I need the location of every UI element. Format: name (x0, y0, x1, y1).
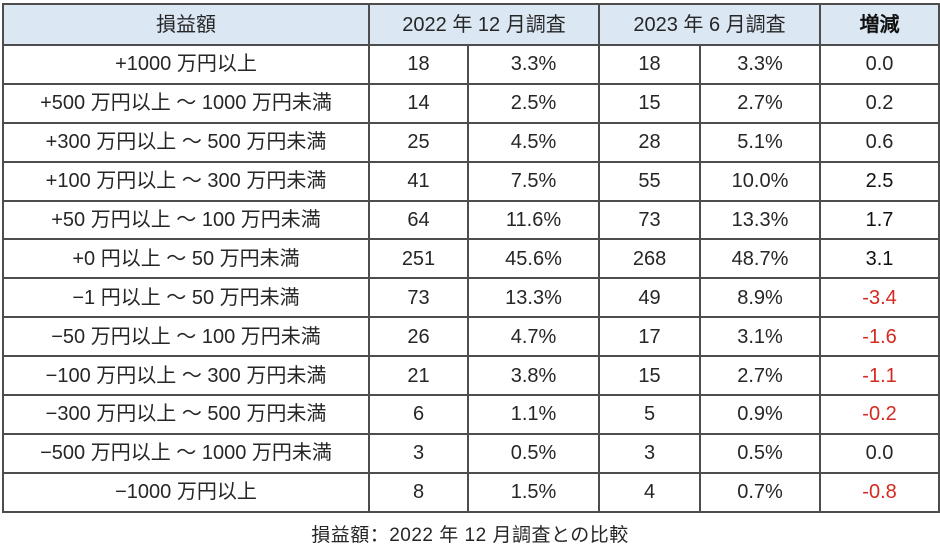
table-row: +1000 万円以上 18 3.3% 18 3.3% 0.0 (2, 44, 940, 85)
cell-change: -0.8 (819, 471, 940, 513)
cell-pct-2022: 2.5% (466, 82, 601, 124)
table-row: +0 円以上 ～ 50 万円未満 251 45.6% 268 48.7% 3.1 (2, 238, 940, 280)
cell-pct-2022: 4.5% (466, 121, 601, 163)
cell-pct-2022: 7.5% (466, 160, 601, 202)
table-row: −300 万円以上 ～ 500 万円未満 6 1.1% 5 0.9% -0.2 (2, 394, 940, 435)
cell-count-2023: 268 (598, 238, 702, 280)
cell-amount-range: −500 万円以上 ～ 1000 万円未満 (2, 432, 370, 474)
column-header-amount: 損益額 (2, 3, 370, 46)
table-row: +500 万円以上 ～ 1000 万円未満 14 2.5% 15 2.7% 0.2 (2, 82, 940, 124)
cell-pct-2023: 0.5% (699, 432, 822, 474)
cell-count-2022: 8 (368, 471, 469, 513)
cell-count-2022: 251 (368, 238, 469, 280)
cell-pct-2023: 3.1% (699, 316, 822, 358)
cell-pct-2022: 0.5% (466, 432, 601, 474)
cell-count-2022: 41 (368, 160, 469, 202)
cell-amount-range: −50 万円以上 ～ 100 万円未満 (2, 316, 370, 358)
cell-pct-2023: 0.7% (699, 471, 822, 513)
cell-change: -0.2 (819, 394, 940, 435)
cell-count-2023: 73 (598, 199, 702, 241)
cell-change: -1.1 (819, 355, 940, 397)
cell-amount-range: +500 万円以上 ～ 1000 万円未満 (2, 82, 370, 124)
cell-count-2022: 26 (368, 316, 469, 358)
cell-change: 0.0 (819, 432, 940, 474)
cell-amount-range: +300 万円以上 ～ 500 万円未満 (2, 121, 370, 163)
cell-pct-2023: 8.9% (699, 277, 822, 319)
cell-amount-range: +50 万円以上 ～ 100 万円未満 (2, 199, 370, 241)
cell-pct-2023: 10.0% (699, 160, 822, 202)
cell-count-2023: 55 (598, 160, 702, 202)
cell-count-2022: 18 (368, 44, 469, 85)
cell-count-2023: 4 (598, 471, 702, 513)
cell-count-2023: 18 (598, 44, 702, 85)
cell-pct-2023: 2.7% (699, 355, 822, 397)
cell-change: 2.5 (819, 160, 940, 202)
cell-count-2023: 15 (598, 355, 702, 397)
cell-change: 0.2 (819, 82, 940, 124)
cell-count-2022: 73 (368, 277, 469, 319)
cell-pct-2023: 5.1% (699, 121, 822, 163)
cell-count-2023: 17 (598, 316, 702, 358)
cell-pct-2023: 2.7% (699, 82, 822, 124)
cell-amount-range: −100 万円以上 ～ 300 万円未満 (2, 355, 370, 397)
table-row: −500 万円以上 ～ 1000 万円未満 3 0.5% 3 0.5% 0.0 (2, 432, 940, 474)
column-header-survey-2022: 2022 年 12 月調査 (367, 3, 601, 46)
cell-pct-2023: 0.9% (699, 394, 822, 435)
table-row: +300 万円以上 ～ 500 万円未満 25 4.5% 28 5.1% 0.6 (2, 121, 940, 163)
cell-pct-2023: 13.3% (699, 199, 822, 241)
cell-count-2022: 21 (368, 355, 469, 397)
cell-pct-2022: 11.6% (466, 199, 601, 241)
cell-count-2022: 6 (368, 394, 469, 435)
cell-change: -1.6 (819, 316, 940, 358)
table-header-row: 損益額 2022 年 12 月調査 2023 年 6 月調査 増減 (2, 3, 940, 46)
cell-change: -3.4 (819, 277, 940, 319)
cell-pct-2022: 45.6% (466, 238, 601, 280)
cell-amount-range: −1 円以上 ～ 50 万円未満 (2, 277, 370, 319)
cell-pct-2022: 1.1% (466, 394, 601, 435)
table-row: −1 円以上 ～ 50 万円未満 73 13.3% 49 8.9% -3.4 (2, 277, 940, 319)
column-header-survey-2023: 2023 年 6 月調査 (598, 3, 822, 46)
cell-pct-2022: 3.8% (466, 355, 601, 397)
cell-count-2023: 5 (598, 394, 702, 435)
cell-pct-2022: 13.3% (466, 277, 601, 319)
cell-count-2023: 49 (598, 277, 702, 319)
cell-change: 0.6 (819, 121, 940, 163)
cell-amount-range: +100 万円以上 ～ 300 万円未満 (2, 160, 370, 202)
cell-count-2023: 3 (598, 432, 702, 474)
cell-change: 0.0 (819, 44, 940, 85)
cell-change: 1.7 (819, 199, 940, 241)
cell-amount-range: −300 万円以上 ～ 500 万円未満 (2, 394, 370, 435)
table-row: −50 万円以上 ～ 100 万円未満 26 4.7% 17 3.1% -1.6 (2, 316, 940, 358)
cell-count-2023: 15 (598, 82, 702, 124)
cell-pct-2022: 3.3% (466, 44, 601, 85)
cell-count-2022: 14 (368, 82, 469, 124)
cell-count-2022: 3 (368, 432, 469, 474)
cell-change: 3.1 (819, 238, 940, 280)
cell-pct-2023: 3.3% (699, 44, 822, 85)
cell-pct-2023: 48.7% (699, 238, 822, 280)
cell-count-2022: 64 (368, 199, 469, 241)
cell-amount-range: −1000 万円以上 (2, 471, 370, 513)
table-body: +1000 万円以上 18 3.3% 18 3.3% 0.0 +500 万円以上 ～ 100… (2, 44, 940, 513)
table-caption: 損益額：2022 年 12 月調査との比較 (311, 524, 629, 546)
cell-count-2023: 28 (598, 121, 702, 163)
cell-amount-range: +0 円以上 ～ 50 万円未満 (2, 238, 370, 280)
table-row: +50 万円以上 ～ 100 万円未満 64 11.6% 73 13.3% 1.7 (2, 199, 940, 241)
cell-pct-2022: 1.5% (466, 471, 601, 513)
profit-loss-comparison-table: 損益額 2022 年 12 月調査 2023 年 6 月調査 増減 +1000 … (2, 3, 940, 513)
cell-amount-range: +1000 万円以上 (2, 44, 370, 85)
column-header-change: 増減 (819, 3, 940, 46)
cell-pct-2022: 4.7% (466, 316, 601, 358)
table-row: +100 万円以上 ～ 300 万円未満 41 7.5% 55 10.0% 2.5 (2, 160, 940, 202)
table-row: −100 万円以上 ～ 300 万円未満 21 3.8% 15 2.7% -1.1 (2, 355, 940, 397)
table-row: −1000 万円以上 8 1.5% 4 0.7% -0.8 (2, 471, 940, 513)
cell-count-2022: 25 (368, 121, 469, 163)
